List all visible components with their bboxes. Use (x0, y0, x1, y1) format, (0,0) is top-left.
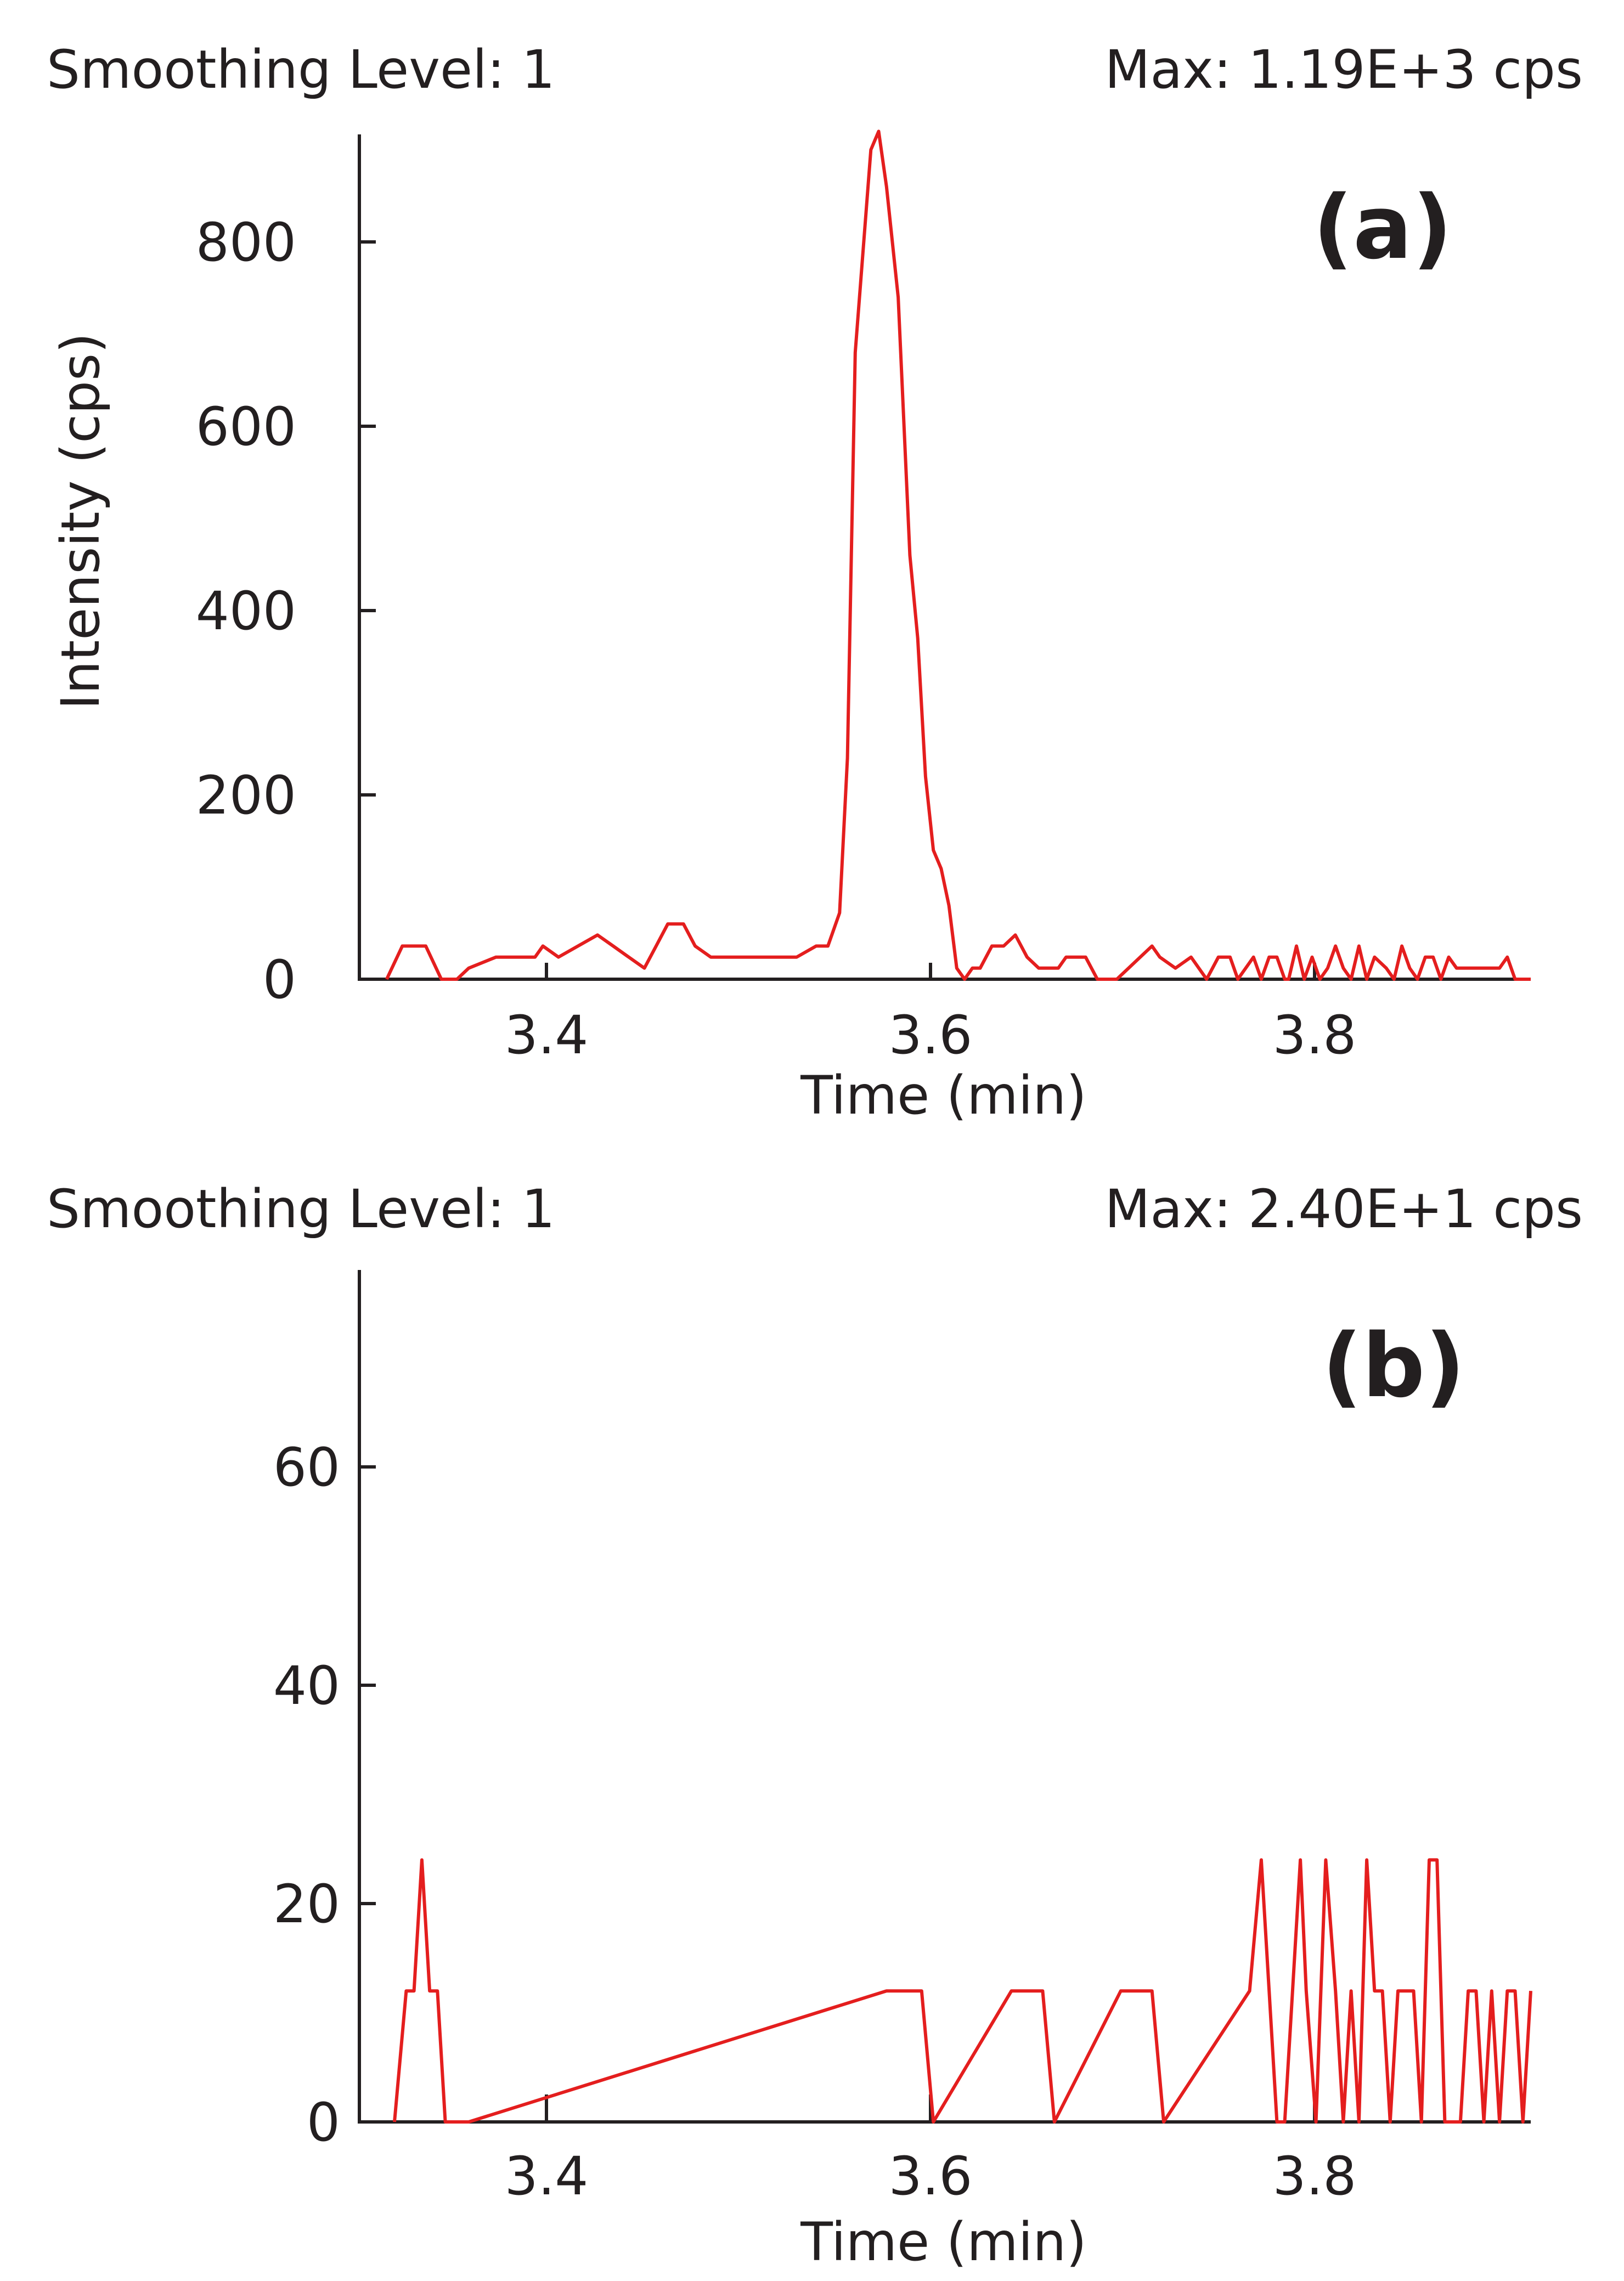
panel-a-smoothing-level: Smoothing Level: 1 (47, 39, 555, 100)
panel-a-x-tick-label: 3.6 (889, 1004, 973, 1066)
panel-a-y-ticks: 0 200 400 600 800 (196, 212, 376, 1010)
panel-a-y-axis-label: Intensity (cps) (50, 333, 111, 710)
panel-a: Smoothing Level: 1 Max: 1.19E+3 cps (a) … (47, 39, 1583, 1126)
panel-a-y-tick-label: 200 (196, 765, 296, 826)
panel-b: Smoothing Level: 1 Max: 2.40E+1 cps (b) … (47, 1178, 1583, 2273)
panel-a-x-axis-label: Time (min) (800, 1065, 1086, 1126)
panel-b-y-tick-label: 20 (273, 1873, 340, 1935)
panel-b-y-ticks: 0 20 40 60 (273, 1437, 376, 2153)
panel-a-label: (a) (1313, 176, 1452, 279)
panel-a-x-tick-label: 3.4 (505, 1004, 589, 1066)
panel-b-label: (b) (1322, 1314, 1465, 1417)
panel-b-x-tick-label: 3.4 (505, 2146, 589, 2207)
panel-a-y-tick-label: 600 (196, 396, 296, 458)
panel-b-max-intensity: Max: 2.40E+1 cps (1105, 1178, 1583, 1240)
panel-b-x-tick-label: 3.6 (889, 2146, 973, 2207)
panel-a-y-tick-label: 800 (196, 212, 296, 273)
panel-a-trace-line (385, 129, 1531, 981)
panel-b-trace-line (393, 1858, 1532, 2124)
panel-b-smoothing-level: Smoothing Level: 1 (47, 1178, 555, 1240)
panel-a-y-tick-label: 400 (196, 580, 296, 642)
panel-a-x-tick-label: 3.8 (1273, 1004, 1357, 1066)
panel-b-x-tick-label: 3.8 (1273, 2146, 1357, 2207)
panel-b-y-tick-label: 40 (273, 1655, 340, 1717)
panel-b-x-ticks: 3.4 3.6 3.8 (505, 2094, 1357, 2207)
panel-b-y-tick-label: 0 (307, 2092, 340, 2153)
panel-a-y-tick-label: 0 (263, 949, 296, 1010)
panel-a-max-intensity: Max: 1.19E+3 cps (1105, 39, 1583, 100)
panel-b-x-axis-label: Time (min) (800, 2211, 1086, 2273)
panel-b-y-tick-label: 60 (273, 1437, 340, 1498)
panel-a-x-ticks: 3.4 3.6 3.8 (505, 963, 1357, 1066)
